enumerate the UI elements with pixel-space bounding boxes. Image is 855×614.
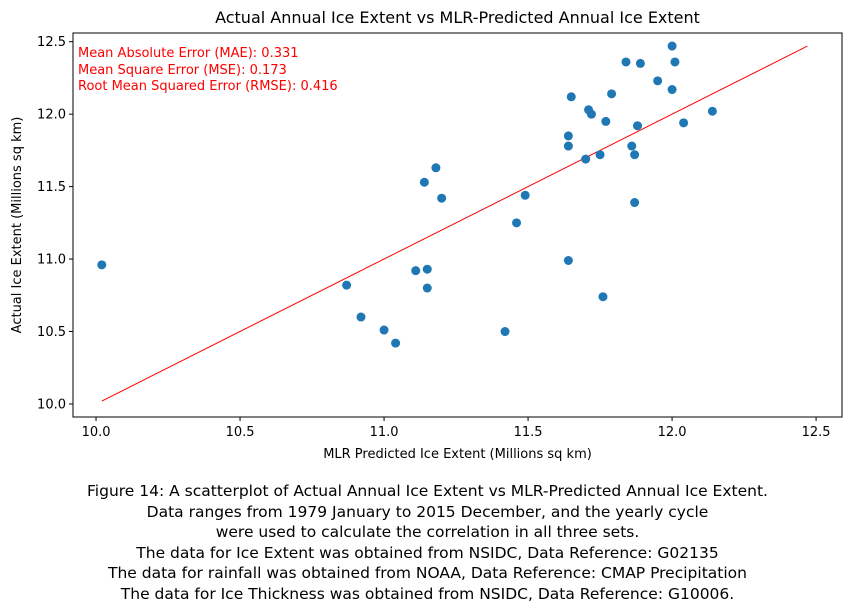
data-point	[607, 89, 617, 99]
rmse-annotation: Root Mean Squared Error (RMSE): 0.416	[78, 79, 338, 94]
fit-line-layer	[101, 45, 808, 402]
data-point	[630, 150, 640, 160]
x-tick-label: 12.5	[802, 425, 831, 440]
data-point	[500, 327, 510, 337]
data-point	[667, 85, 677, 95]
data-point	[563, 256, 573, 266]
plot-area	[72, 32, 843, 418]
y-tick-label: 11.0	[37, 253, 66, 268]
mse-annotation: Mean Square Error (MSE): 0.173	[78, 63, 287, 78]
caption-line: Figure 14: A scatterplot of Actual Annua…	[87, 482, 768, 500]
data-point	[566, 92, 576, 102]
data-point	[520, 190, 530, 200]
data-point	[97, 260, 107, 270]
data-point	[512, 218, 522, 228]
x-tick-label: 10.0	[82, 425, 111, 440]
data-point	[422, 283, 432, 293]
data-point	[411, 266, 421, 276]
data-point	[621, 57, 631, 67]
data-point	[422, 264, 432, 274]
mae-annotation: Mean Absolute Error (MAE): 0.331	[78, 46, 299, 61]
data-point	[707, 106, 717, 116]
x-tick-label: 10.5	[226, 425, 255, 440]
data-point	[419, 177, 429, 187]
data-point	[563, 131, 573, 141]
data-point	[342, 280, 352, 290]
data-point	[679, 118, 689, 128]
error-metrics: Mean Absolute Error (MAE): 0.331 Mean Sq…	[78, 46, 338, 94]
y-tick-label: 10.0	[37, 397, 66, 412]
data-point	[581, 154, 591, 164]
caption-line: The data for Ice Extent was obtained fro…	[136, 543, 719, 562]
data-point	[630, 198, 640, 208]
data-point	[598, 292, 608, 302]
x-tick-label: 12.0	[658, 425, 687, 440]
y-axis-label: Actual Ice Extent (Millions sq km)	[10, 117, 25, 334]
caption-line: Data ranges from 1979 January to 2015 De…	[146, 502, 709, 521]
data-point	[653, 76, 663, 86]
y-tick-label: 12.5	[37, 35, 66, 50]
fit-line	[101, 45, 808, 402]
data-point	[667, 41, 677, 51]
x-tick-label: 11.5	[514, 425, 543, 440]
scatter-chart: Actual Annual Ice Extent vs MLR-Predicte…	[10, 8, 843, 462]
x-axis-label: MLR Predicted Ice Extent (Millions sq km…	[323, 447, 592, 462]
figure-caption: Figure 14: A scatterplot of Actual Annua…	[0, 481, 855, 605]
caption-line: The data for rainfall was obtained from …	[108, 564, 747, 583]
data-point	[586, 109, 596, 119]
data-point	[431, 163, 441, 173]
caption-line: The data for Ice Thickness was obtained …	[120, 584, 735, 603]
data-point	[627, 141, 637, 151]
y-axis: 10.0 10.5 11.0 11.5 12.0 12.5	[37, 35, 73, 412]
data-point	[595, 150, 605, 160]
y-tick-label: 11.5	[37, 180, 66, 195]
data-point	[356, 312, 366, 322]
data-point	[670, 57, 680, 67]
caption-line: were used to calculate the correlation i…	[215, 523, 640, 542]
data-point	[601, 116, 611, 126]
data-point	[391, 338, 401, 348]
chart-title: Actual Annual Ice Extent vs MLR-Predicte…	[215, 8, 700, 27]
x-axis: 10.0 10.5 11.0 11.5 12.0 12.5	[82, 417, 831, 440]
data-point	[437, 193, 447, 203]
x-tick-label: 11.0	[370, 425, 399, 440]
data-point	[379, 325, 389, 335]
y-tick-label: 12.0	[37, 108, 66, 123]
points-layer	[97, 41, 717, 348]
data-point	[635, 58, 645, 68]
y-tick-label: 10.5	[37, 325, 66, 340]
data-point	[633, 121, 643, 131]
data-point	[563, 141, 573, 151]
